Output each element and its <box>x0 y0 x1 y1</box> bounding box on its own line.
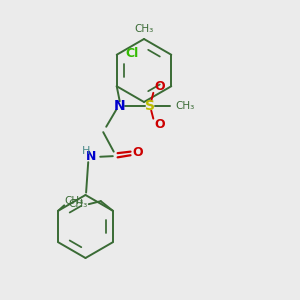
Text: CH₃: CH₃ <box>68 199 87 209</box>
Text: H: H <box>82 146 90 156</box>
Text: O: O <box>154 80 165 93</box>
Text: N: N <box>86 150 96 163</box>
Text: CH₃: CH₃ <box>134 24 154 34</box>
Text: S: S <box>145 99 155 113</box>
Text: O: O <box>154 118 165 131</box>
Text: N: N <box>114 99 125 113</box>
Text: O: O <box>132 146 143 159</box>
Text: CH₃: CH₃ <box>64 196 83 206</box>
Text: CH₃: CH₃ <box>175 101 194 111</box>
Text: Cl: Cl <box>126 47 139 60</box>
